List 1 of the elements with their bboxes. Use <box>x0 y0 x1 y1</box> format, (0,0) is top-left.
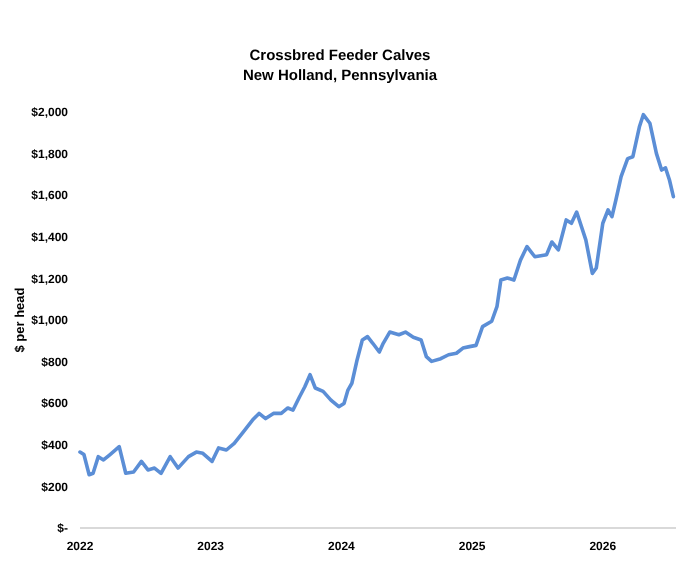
line-series <box>78 112 676 477</box>
